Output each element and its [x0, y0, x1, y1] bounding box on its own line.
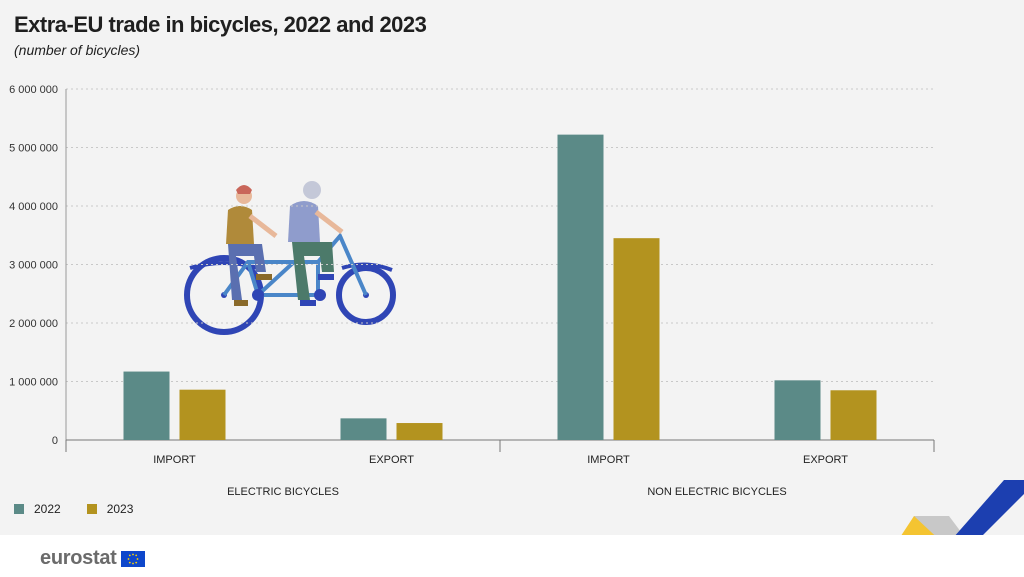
logo-text: eurostat [40, 547, 117, 569]
chart-legend: 2022 2023 [14, 502, 133, 516]
bar-2023-electric-bicycles-export [396, 423, 443, 440]
y-tick-label: 2 000 000 [9, 318, 58, 330]
bar-2022-non-electric-bicycles-import [557, 134, 604, 440]
bar-chart: 0 1 000 000 2 000 000 3 000 000 4 000 000 5 0… [9, 84, 935, 498]
y-tick-label: 3 000 000 [9, 260, 58, 272]
chart-title: Extra-EU trade in bicycles, 2022 and 202… [14, 12, 427, 37]
y-tick-label: 5 000 000 [9, 143, 58, 155]
tandem-bicycle-illustration [184, 181, 396, 335]
x-category-label: EXPORT [803, 454, 848, 466]
bar-2022-electric-bicycles-export [340, 418, 387, 440]
bar-2022-non-electric-bicycles-export [774, 380, 821, 440]
bar-2023-electric-bicycles-import [179, 389, 226, 440]
bar-2022-electric-bicycles-import [123, 371, 170, 440]
x-group-label: NON ELECTRIC BICYCLES [647, 486, 786, 498]
legend-label-2022: 2022 [34, 502, 61, 516]
bar-2023-non-electric-bicycles-export [830, 390, 877, 440]
legend-swatch-2022 [14, 504, 24, 514]
legend-item-2022: 2022 [14, 502, 61, 516]
x-category-label: IMPORT [587, 454, 630, 466]
bar-2023-non-electric-bicycles-import [613, 238, 660, 440]
y-tick-label: 1 000 000 [9, 377, 58, 389]
x-group-label: ELECTRIC BICYCLES [227, 486, 339, 498]
legend-item-2023: 2023 [86, 502, 134, 516]
footer: eurostat [0, 535, 1024, 577]
eu-flag-icon [120, 550, 145, 567]
y-tick-label: 6 000 000 [9, 84, 58, 96]
x-category-label: IMPORT [153, 454, 196, 466]
legend-label-2023: 2023 [106, 502, 134, 516]
legend-swatch-2023 [86, 504, 97, 514]
y-tick-label: 0 [52, 435, 58, 447]
x-category-label: EXPORT [369, 454, 414, 466]
y-tick-label: 4 000 000 [9, 201, 58, 213]
chart-subtitle: (number of bicycles) [14, 42, 141, 58]
eurostat-logo: eurostat [40, 547, 145, 570]
